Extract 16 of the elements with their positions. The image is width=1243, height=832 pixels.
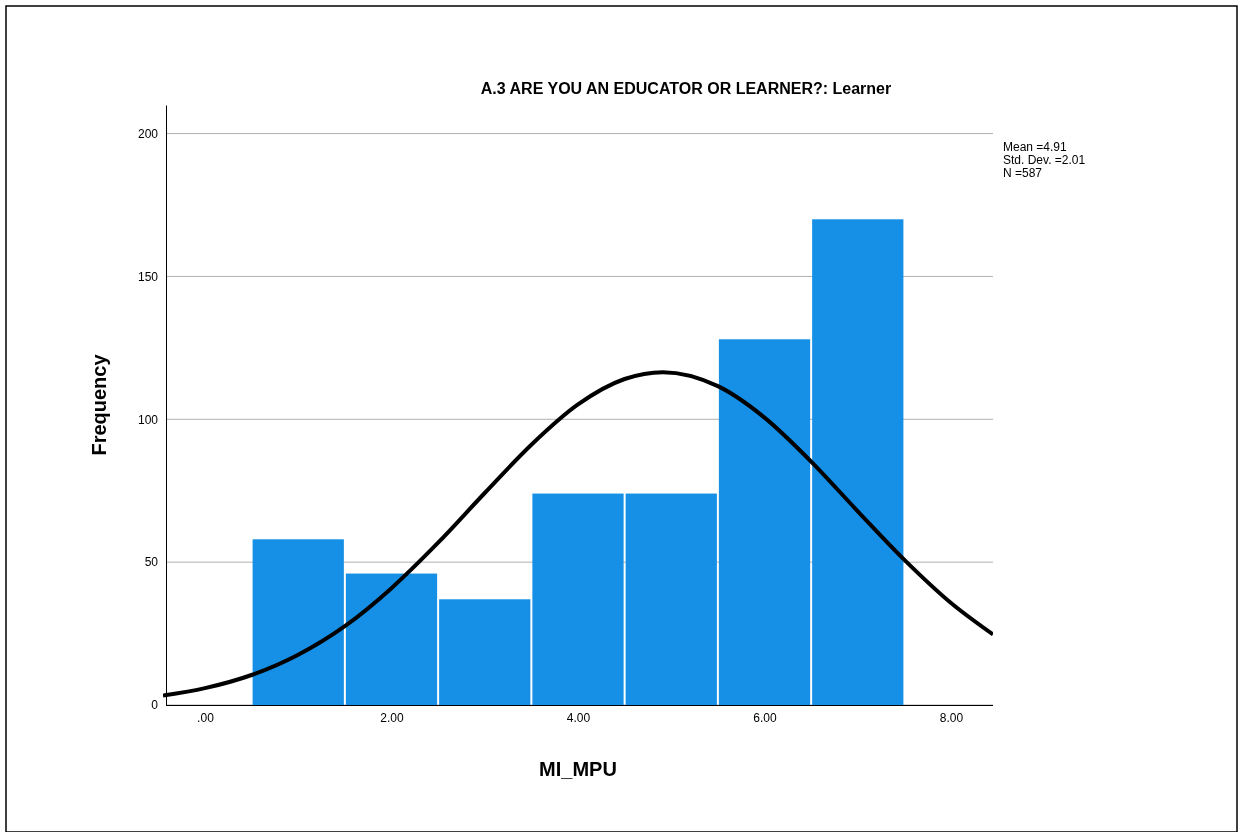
- text: N =587: [1003, 166, 1043, 180]
- y-tick-label: 50: [144, 555, 159, 570]
- y-axis-title: Frequency: [88, 353, 110, 456]
- chart-title: A.3 ARE YOU AN EDUCATOR OR LEARNER?: Learner: [480, 80, 892, 97]
- x-tick-label: .00: [197, 710, 215, 725]
- x-axis-title: MI_MPU: [539, 758, 617, 780]
- text: Mean =4.91: [1003, 140, 1068, 154]
- text: Std. Dev. =2.01: [1003, 153, 1086, 167]
- y-tick-label: 200: [137, 126, 159, 141]
- y-tick-label: 0: [151, 698, 159, 713]
- x-tick-label: 4.00: [566, 710, 591, 725]
- x-tick-label: 8.00: [939, 710, 964, 725]
- x-tick-label: 2.00: [380, 710, 404, 725]
- y-tick-label: 150: [137, 269, 159, 284]
- x-tick-label: 6.00: [753, 710, 778, 725]
- y-tick-label: 100: [137, 412, 159, 427]
